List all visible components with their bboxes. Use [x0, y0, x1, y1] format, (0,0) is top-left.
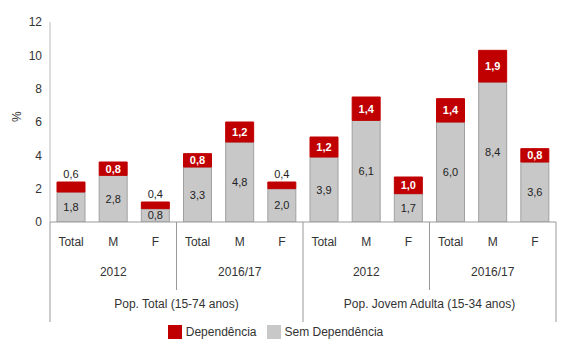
svg-text:6,0: 6,0 [443, 166, 458, 178]
svg-text:2016/17: 2016/17 [471, 265, 515, 279]
svg-text:M: M [108, 235, 118, 249]
svg-text:M: M [361, 235, 371, 249]
svg-text:2012: 2012 [353, 265, 380, 279]
svg-text:F: F [152, 235, 159, 249]
svg-text:2,0: 2,0 [274, 199, 289, 211]
svg-text:10: 10 [29, 49, 43, 63]
svg-text:4: 4 [35, 149, 42, 163]
svg-text:4,8: 4,8 [232, 176, 247, 188]
svg-text:%: % [10, 111, 24, 122]
svg-text:3,9: 3,9 [316, 184, 331, 196]
svg-text:6: 6 [35, 115, 42, 129]
svg-text:0,4: 0,4 [148, 188, 163, 200]
svg-text:3,3: 3,3 [190, 189, 205, 201]
svg-text:1,0: 1,0 [401, 179, 416, 191]
svg-text:0,8: 0,8 [148, 209, 163, 221]
svg-text:Pop. Jovem Adulta (15-34 anos): Pop. Jovem Adulta (15-34 anos) [344, 297, 515, 311]
svg-text:Total: Total [438, 235, 463, 249]
svg-text:1,8: 1,8 [63, 201, 78, 213]
svg-text:F: F [405, 235, 412, 249]
svg-text:2016/17: 2016/17 [218, 265, 262, 279]
svg-text:Total: Total [185, 235, 210, 249]
svg-text:8,4: 8,4 [485, 146, 500, 158]
svg-text:12: 12 [29, 15, 43, 29]
svg-text:M: M [235, 235, 245, 249]
svg-text:0,4: 0,4 [274, 168, 289, 180]
svg-text:6,1: 6,1 [359, 165, 374, 177]
svg-text:Total: Total [311, 235, 336, 249]
svg-text:0: 0 [35, 215, 42, 229]
svg-text:Total: Total [58, 235, 83, 249]
svg-text:M: M [488, 235, 498, 249]
svg-text:1,4: 1,4 [443, 104, 459, 116]
svg-text:Pop. Total (15-74 anos): Pop. Total (15-74 anos) [114, 297, 239, 311]
html-text:Sem Dependência: Sem Dependência [284, 325, 384, 339]
svg-text:2012: 2012 [100, 265, 127, 279]
svg-text:1,7: 1,7 [401, 202, 416, 214]
svg-text:F: F [531, 235, 538, 249]
svg-text:1,4: 1,4 [359, 103, 375, 115]
svg-text:2,8: 2,8 [106, 193, 121, 205]
svg-text:1,2: 1,2 [232, 126, 247, 138]
svg-text:0,8: 0,8 [527, 149, 542, 161]
svg-text:0,8: 0,8 [106, 163, 121, 175]
svg-text:0,8: 0,8 [190, 154, 205, 166]
svg-text:1,2: 1,2 [316, 141, 331, 153]
svg-text:1,9: 1,9 [485, 60, 500, 72]
svg-text:F: F [278, 235, 285, 249]
svg-text:2: 2 [35, 182, 42, 196]
svg-text:3,6: 3,6 [527, 186, 542, 198]
html-text:Dependência: Dependência [185, 325, 257, 339]
svg-text:0,6: 0,6 [63, 168, 78, 180]
svg-text:8: 8 [35, 82, 42, 96]
